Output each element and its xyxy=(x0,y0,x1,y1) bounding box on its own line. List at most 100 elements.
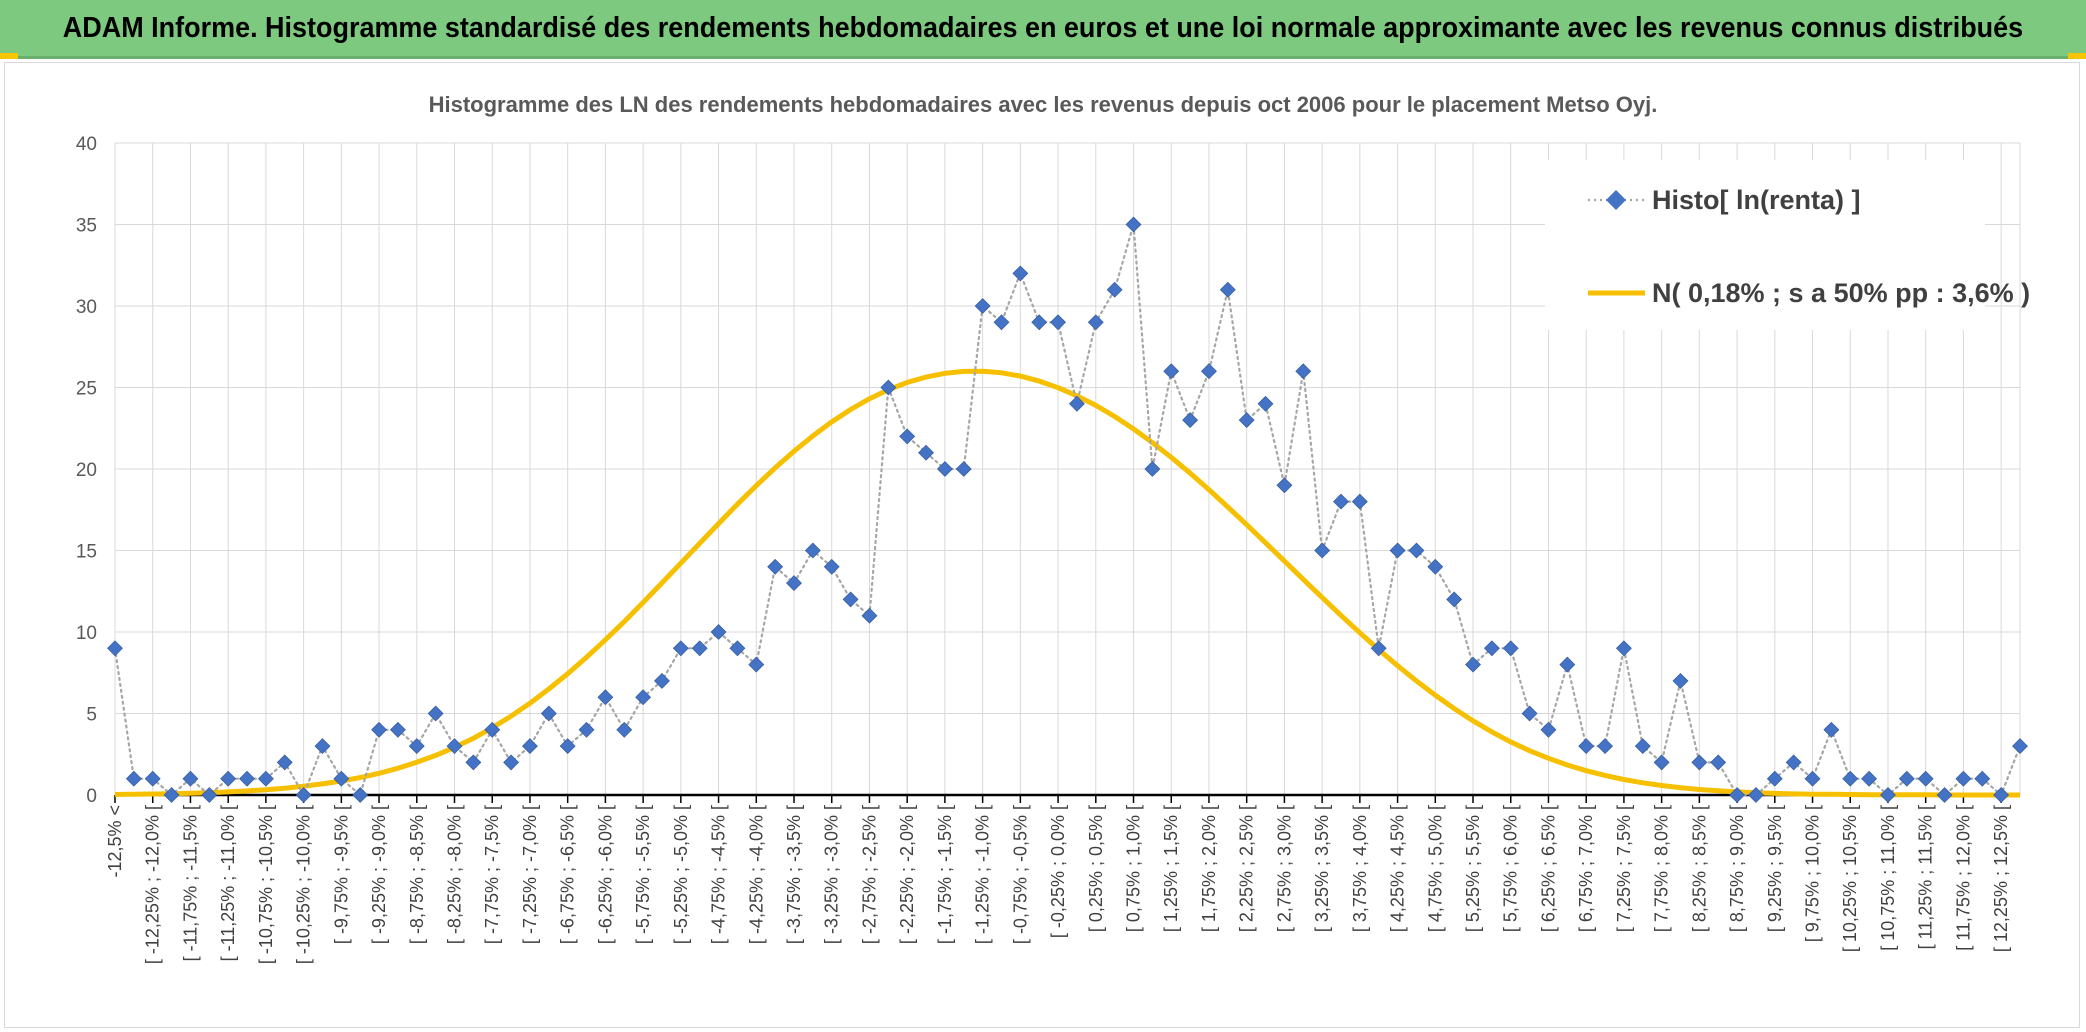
y-tick-label: 15 xyxy=(76,542,97,563)
histogram-point xyxy=(1615,640,1632,657)
x-tick-label: [ 2,75% ; 3,0% [ xyxy=(1274,805,1294,932)
histogram-point xyxy=(1955,770,1972,787)
x-tick-label: [ -6,25% ; -6,0% [ xyxy=(595,805,615,944)
histogram-point xyxy=(1691,754,1708,771)
histogram-point xyxy=(767,558,784,575)
histogram-point xyxy=(786,575,802,592)
normal-curve-line xyxy=(114,368,2020,798)
histogram-point xyxy=(1578,738,1595,755)
corner-accent-left xyxy=(0,53,18,59)
histogram-point xyxy=(823,558,840,575)
histogram-point xyxy=(635,689,652,706)
x-tick-label: [ 8,25% ; 8,5% [ xyxy=(1689,805,1709,932)
x-tick-label: [ 9,75% ; 10,0% [ xyxy=(1803,805,1823,942)
histogram-point xyxy=(125,770,142,787)
x-tick-label: [ 7,25% ; 7,5% [ xyxy=(1614,805,1634,932)
histogram-point xyxy=(1597,738,1613,755)
x-tick-label: [ 4,75% ; 5,0% [ xyxy=(1425,805,1445,932)
x-tick-label: [ -8,25% ; -8,0% [ xyxy=(445,805,465,944)
x-tick-label: [ -5,25% ; -5,0% [ xyxy=(671,805,691,944)
histogram-point xyxy=(239,770,255,787)
histogram-point xyxy=(201,787,218,803)
x-tick-label: [ -12,25% ; -12,0% [ xyxy=(143,805,163,964)
histogram-point xyxy=(1634,738,1651,755)
histogram-point xyxy=(1917,770,1934,787)
x-tick-label: [ 8,75% ; 9,0% [ xyxy=(1727,805,1747,932)
histogram-point xyxy=(559,738,576,755)
x-tick-label: [ 10,25% ; 10,5% [ xyxy=(1840,805,1860,952)
y-tick-label: 30 xyxy=(76,297,97,318)
histogram-point xyxy=(974,298,991,314)
histogram-point xyxy=(163,787,180,803)
histogram-point xyxy=(1389,542,1406,559)
x-tick-label: [ 0,25% ; 0,5% [ xyxy=(1086,805,1106,932)
histogram-point xyxy=(1276,477,1293,494)
legend: Histo[ ln(renta) ] N( 0,18% ; s a 50% pp … xyxy=(1545,160,2030,330)
histogram-point xyxy=(408,738,425,755)
histogram-point xyxy=(880,379,897,396)
histogram-point xyxy=(654,672,670,689)
histogram-point xyxy=(1144,461,1161,477)
histogram-point xyxy=(1050,314,1066,331)
x-tick-label: [ 11,75% ; 12,0% [ xyxy=(1953,805,1973,951)
legend-label-normal: N( 0,18% ; s a 50% pp : 3,6% ) xyxy=(1652,278,2030,308)
x-tick-label: [ -10,75% ; -10,5% [ xyxy=(256,805,276,964)
x-axis: -12,5% < [ -12,25% ; -12,0% [[ -11,75% ; … xyxy=(105,795,2011,964)
x-tick-label: [ -6,75% ; -6,5% [ xyxy=(558,805,578,944)
histogram-point xyxy=(1069,395,1085,412)
histogram-point xyxy=(276,754,293,771)
histogram-point xyxy=(1653,754,1670,771)
histogram-point xyxy=(503,754,520,771)
histogram-point xyxy=(1483,640,1500,657)
y-tick-label: 0 xyxy=(86,786,97,807)
histogram-point xyxy=(993,314,1010,331)
x-tick-label: [ -0,75% ; -0,5% [ xyxy=(1010,805,1030,944)
histogram-point xyxy=(1880,787,1896,803)
x-tick-label: [ -4,75% ; -4,5% [ xyxy=(709,805,729,944)
histogram-point xyxy=(842,591,859,608)
x-tick-label: [ -5,75% ; -5,5% [ xyxy=(633,805,653,944)
y-axis: 0 5 10 15 20 25 30 35 40 xyxy=(76,134,97,807)
histogram-point xyxy=(1351,493,1368,510)
histogram-point xyxy=(1993,787,2010,803)
histogram-point xyxy=(1898,770,1915,787)
x-tick-label: [ -2,75% ; -2,5% [ xyxy=(859,805,879,944)
x-tick-label: [ 4,25% ; 4,5% [ xyxy=(1388,805,1408,932)
histogram-point xyxy=(465,754,482,771)
histogram-point xyxy=(1408,542,1425,559)
header-banner: ADAM Informe. Histogramme standardisé de… xyxy=(0,0,2086,59)
histogram-point xyxy=(1125,216,1142,233)
histogram-point xyxy=(1936,787,1953,803)
histogram-point xyxy=(333,770,350,787)
legend-box xyxy=(1545,160,1985,330)
histogram-point xyxy=(578,721,595,738)
x-tick-label: [ 5,75% ; 6,0% [ xyxy=(1501,805,1521,932)
histogram-point xyxy=(1201,363,1217,380)
y-tick-label: 5 xyxy=(86,705,97,726)
x-tick-label: [ -9,25% ; -9,0% [ xyxy=(369,805,389,944)
histogram-point xyxy=(1729,787,1746,803)
histogram-point xyxy=(2012,738,2028,755)
histogram-point xyxy=(899,428,916,445)
histogram-point xyxy=(389,721,406,738)
histogram-point xyxy=(1031,314,1048,331)
y-tick-label: 25 xyxy=(76,379,97,400)
histogram-point xyxy=(1842,770,1859,787)
x-tick-label: [ 1,75% ; 2,0% [ xyxy=(1199,805,1219,932)
histogram-point xyxy=(1333,493,1349,510)
histogram-point xyxy=(107,640,123,657)
histogram-point xyxy=(427,705,444,722)
x-tick-label: [ 11,25% ; 11,5% [ xyxy=(1916,805,1936,949)
y-tick-label: 40 xyxy=(76,134,97,155)
x-tick-label: [ 7,75% ; 8,0% [ xyxy=(1652,805,1672,932)
histogram-point xyxy=(804,542,821,559)
histogram-point xyxy=(1748,787,1764,803)
histogram-point xyxy=(522,738,538,755)
x-tick-label: [ 0,75% ; 1,0% [ xyxy=(1124,805,1144,932)
x-tick-label: [ -10,25% ; -10,0% [ xyxy=(294,805,314,964)
x-tick-label: -12,5% < xyxy=(105,805,125,878)
x-tick-label: [ 10,75% ; 11,0% [ xyxy=(1878,805,1898,951)
histogram-point xyxy=(1295,363,1312,380)
y-tick-label: 20 xyxy=(76,460,97,481)
